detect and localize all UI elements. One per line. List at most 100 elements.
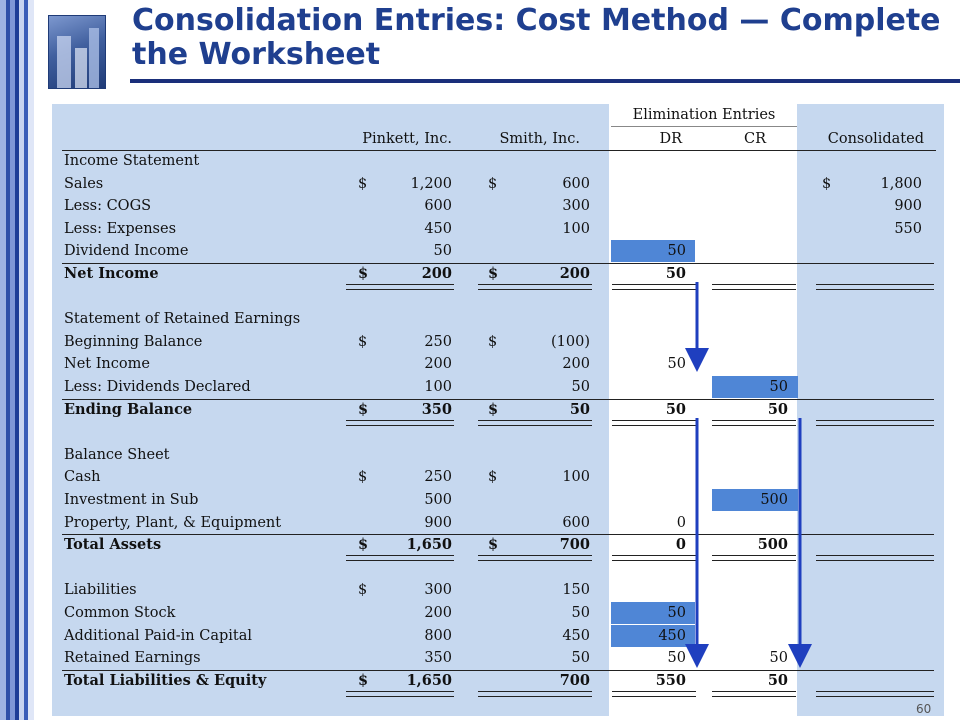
left-decorative-stripes <box>0 0 40 720</box>
pinkett-dollar: $ <box>358 401 369 418</box>
consolidated-double-rule <box>816 284 934 290</box>
pinkett-value: 200 <box>421 265 452 282</box>
consolidated-double-rule <box>816 555 934 561</box>
row-label: Investment in Sub <box>64 492 199 508</box>
smith-double-rule <box>478 691 592 697</box>
pinkett-value: 250 <box>424 334 452 350</box>
dr-highlight <box>611 602 695 624</box>
row-label: Net Income <box>64 265 159 282</box>
pinkett-dollar: $ <box>358 672 369 689</box>
dr-double-rule <box>612 555 696 561</box>
row-label: Sales <box>64 176 104 192</box>
title-underline <box>130 79 960 83</box>
cr-double-rule <box>712 555 796 561</box>
cr-highlight <box>712 376 798 398</box>
dr-value: 50 <box>665 401 686 418</box>
row-label: Additional Paid-in Capital <box>64 628 253 644</box>
pinkett-dollar: $ <box>358 536 369 553</box>
cr-double-rule <box>712 420 796 426</box>
row-label: Total Assets <box>64 536 162 553</box>
smith-dollar: $ <box>488 334 498 350</box>
row-label: Income Statement <box>64 153 200 169</box>
dr-value: 450 <box>658 628 686 644</box>
dr-highlight <box>611 240 695 262</box>
pinkett-value: 50 <box>433 243 452 259</box>
pinkett-dollar: $ <box>358 582 368 598</box>
row-label: Dividend Income <box>64 243 189 259</box>
smith-value: 450 <box>562 628 590 644</box>
pinkett-value: 450 <box>424 221 452 237</box>
pinkett-value: 800 <box>424 628 452 644</box>
smith-value: 50 <box>571 605 590 621</box>
smith-dollar: $ <box>488 401 499 418</box>
smith-value: 150 <box>562 582 590 598</box>
row-label: Common Stock <box>64 605 176 621</box>
smith-double-rule <box>478 420 592 426</box>
smith-value: 50 <box>569 401 590 418</box>
pinkett-value: 900 <box>424 515 452 531</box>
dr-value: 50 <box>667 605 686 621</box>
smith-value: 700 <box>559 536 590 553</box>
smith-value: 200 <box>559 265 590 282</box>
smith-value: 200 <box>562 356 590 372</box>
row-label: Less: Dividends Declared <box>64 379 251 395</box>
smith-value: 50 <box>571 650 590 666</box>
dr-value: 550 <box>655 672 686 689</box>
pinkett-value: 350 <box>424 650 452 666</box>
consolidated-value: 1,800 <box>880 176 922 192</box>
smith-double-rule <box>478 555 592 561</box>
total-top-rule <box>62 399 934 400</box>
smith-value: 100 <box>562 469 590 485</box>
pinkett-value: 250 <box>424 469 452 485</box>
header-cr: CR <box>743 131 766 147</box>
smith-value: 100 <box>562 221 590 237</box>
pinkett-double-rule <box>346 555 454 561</box>
smith-value: 50 <box>571 379 590 395</box>
total-top-rule <box>62 670 934 671</box>
cr-value: 500 <box>757 536 788 553</box>
pinkett-double-rule <box>346 420 454 426</box>
pinkett-double-rule <box>346 691 454 697</box>
pinkett-value: 200 <box>424 356 452 372</box>
cr-value: 50 <box>769 379 788 395</box>
row-label: Less: COGS <box>64 198 152 214</box>
smith-dollar: $ <box>488 536 499 553</box>
smith-value: 600 <box>562 515 590 531</box>
pinkett-value: 1,650 <box>406 672 452 689</box>
pinkett-double-rule <box>346 284 454 290</box>
dr-value: 0 <box>676 515 686 531</box>
pinkett-value: 200 <box>424 605 452 621</box>
dr-value: 50 <box>665 265 686 282</box>
header-consolidated: Consolidated <box>827 131 924 147</box>
slide-number: 60 <box>916 702 932 716</box>
header-smith: Smith, Inc. <box>499 131 580 147</box>
header-rule <box>62 150 936 151</box>
smith-value: (100) <box>551 334 590 350</box>
slide-title: Consolidation Entries: Cost Method — Com… <box>132 3 941 72</box>
pinkett-value: 1,200 <box>410 176 452 192</box>
row-label: Liabilities <box>64 582 137 598</box>
consolidated-value: 550 <box>894 221 922 237</box>
consolidated-double-rule <box>816 691 934 697</box>
cr-value: 500 <box>760 492 788 508</box>
pinkett-value: 300 <box>424 582 452 598</box>
row-label: Total Liabilities & Equity <box>64 672 267 689</box>
dr-value: 50 <box>667 243 686 259</box>
row-label: Net Income <box>64 356 150 372</box>
smith-value: 700 <box>559 672 590 689</box>
header-pinkett: Pinkett, Inc. <box>362 131 452 147</box>
cr-highlight <box>712 489 798 511</box>
total-top-rule <box>62 263 934 264</box>
smith-dollar: $ <box>488 469 498 485</box>
cr-value: 50 <box>767 672 788 689</box>
consolidated-value: 900 <box>894 198 922 214</box>
pinkett-dollar: $ <box>358 265 369 282</box>
dr-value: 50 <box>667 356 686 372</box>
pinkett-value: 1,650 <box>406 536 452 553</box>
smith-value: 300 <box>562 198 590 214</box>
header-dr: DR <box>659 131 682 147</box>
dr-value: 0 <box>675 536 686 553</box>
row-label: Less: Expenses <box>64 221 177 237</box>
smith-value: 600 <box>562 176 590 192</box>
pinkett-value: 600 <box>424 198 452 214</box>
